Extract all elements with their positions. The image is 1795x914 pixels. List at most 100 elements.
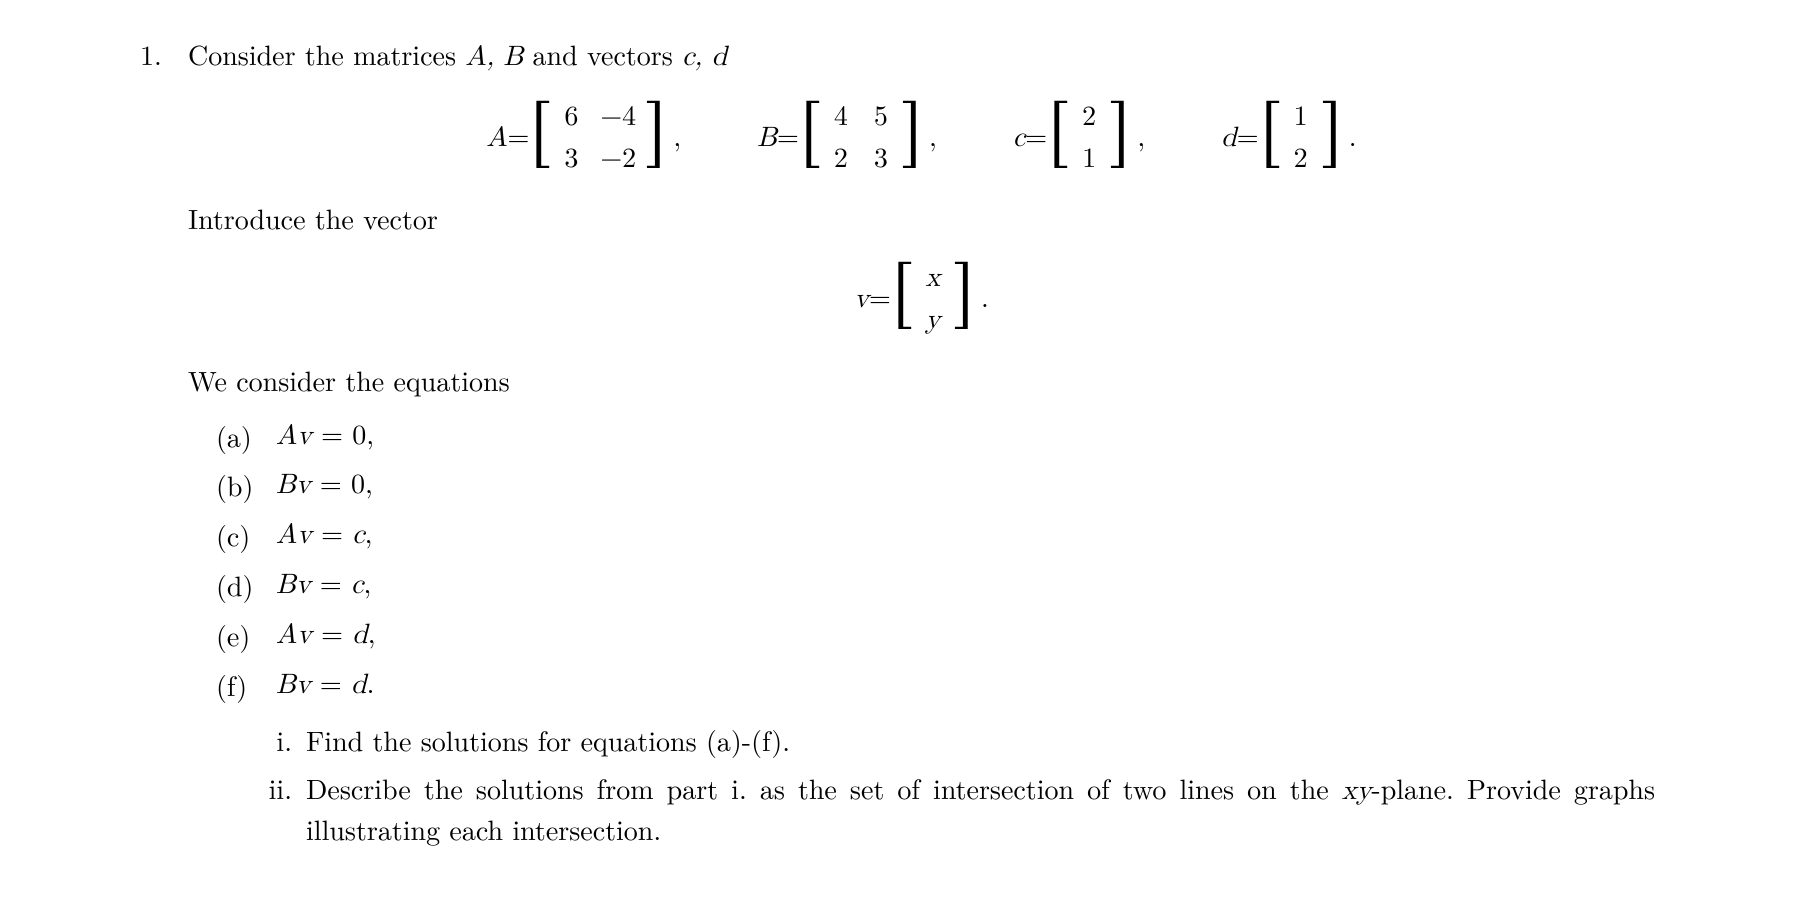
- bracket-right-icon: ]: [900, 115, 921, 158]
- bracket-left-icon: [: [531, 115, 552, 158]
- intro-mats: A, B: [465, 43, 523, 71]
- eq-f-lhs: Bv: [276, 671, 311, 699]
- eq-e-rhs: d: [352, 621, 368, 649]
- display-v: v = [ x y ] .: [188, 260, 1655, 340]
- eq-sign: =: [777, 120, 799, 158]
- display-matrices: A = [ 6 −4 3 −2 ] ,: [188, 99, 1655, 179]
- v-2: y: [922, 302, 944, 340]
- intro-mid: and vectors: [523, 34, 682, 74]
- eq-f-label: (f): [216, 667, 260, 705]
- matrix-A: [ 6 −4 3 −2 ]: [529, 99, 667, 179]
- comma: ,: [673, 120, 681, 158]
- bracket-right-icon: ]: [644, 115, 665, 158]
- eq-sign: =: [507, 120, 529, 158]
- intro-vecs: c, d: [682, 43, 727, 71]
- problem-number: 1.: [140, 36, 162, 74]
- bracket-right-icon: ]: [1320, 115, 1341, 158]
- eq-d-rhs: c: [351, 571, 363, 599]
- roman-i-text: Find the solutions for equations (a)-(f)…: [306, 722, 1655, 760]
- B-2-1: 2: [830, 141, 852, 179]
- B-2-2: 3: [870, 141, 892, 179]
- eq-sign: =: [869, 281, 891, 319]
- eq-sign: =: [312, 621, 352, 649]
- A-symbol: A: [486, 120, 507, 158]
- eq-b: (b) Bv = 0,: [216, 467, 1655, 505]
- eq-d: (d) Bv = c,: [216, 567, 1655, 605]
- vector-v-def: v = [ x y ] .: [854, 260, 989, 340]
- matrix-B: [ 4 5 2 3 ]: [799, 99, 923, 179]
- B-1-1: 4: [830, 99, 852, 137]
- bracket-left-icon: [: [1260, 115, 1281, 158]
- comma: ,: [929, 120, 937, 158]
- eq-b-lhs: Bv: [276, 471, 311, 499]
- A-1-2: −4: [600, 99, 636, 137]
- eq-sign: =: [1025, 120, 1047, 158]
- eq-c-label: (c): [216, 517, 260, 555]
- d-1: 1: [1290, 99, 1312, 137]
- eq-e-label: (e): [216, 617, 260, 655]
- matrix-A-def: A = [ 6 −4 3 −2 ] ,: [486, 99, 681, 179]
- xy-plane: xy: [1342, 777, 1372, 805]
- eq-f: (f) Bv = d.: [216, 667, 1655, 705]
- eq-b-rhs: 0: [351, 471, 365, 499]
- eq-e: (e) Av = d,: [216, 617, 1655, 655]
- intro-line: Consider the matrices A, B and vectors c…: [188, 36, 1655, 77]
- eq-e-lhs: Av: [276, 621, 312, 649]
- eq-a-rhs: 0: [352, 422, 366, 450]
- matrix-B-def: B = [ 4 5 2 3 ] ,: [757, 99, 937, 179]
- roman-ii: ii. Describe the solutions from part i. …: [258, 770, 1655, 849]
- eq-b-tail: ,: [365, 471, 373, 499]
- eq-a: (a) Av = 0,: [216, 418, 1655, 456]
- eq-sign: =: [311, 671, 351, 699]
- eq-c-lhs: Av: [276, 521, 312, 549]
- bracket-right-icon: ]: [952, 276, 973, 319]
- period: .: [981, 281, 989, 319]
- v-1: x: [922, 260, 944, 298]
- c-1: 2: [1078, 99, 1100, 137]
- eq-f-rhs: d: [351, 671, 367, 699]
- d-2: 2: [1290, 141, 1312, 179]
- eq-sign: =: [311, 471, 351, 499]
- page: 1. Consider the matrices A, B and vector…: [0, 0, 1795, 879]
- vector-c: [ 2 1 ]: [1047, 99, 1131, 179]
- roman-i-label: i.: [258, 722, 292, 760]
- bracket-left-icon: [: [1049, 115, 1070, 158]
- problem-1: 1. Consider the matrices A, B and vector…: [140, 36, 1655, 849]
- eq-c-rhs: c: [352, 521, 364, 549]
- eq-e-tail: ,: [368, 621, 376, 649]
- eq-c-tail: ,: [365, 521, 373, 549]
- roman-ii-label: ii.: [258, 770, 292, 849]
- eq-c: (c) Av = c,: [216, 517, 1655, 555]
- eq-d-lhs: Bv: [276, 571, 311, 599]
- A-2-2: −2: [600, 141, 636, 179]
- c-2: 1: [1078, 141, 1100, 179]
- v-symbol: v: [854, 281, 869, 319]
- c-symbol: c: [1013, 120, 1025, 158]
- d-symbol: d: [1221, 120, 1237, 158]
- vector-d: [ 1 2 ]: [1259, 99, 1343, 179]
- A-2-1: 3: [560, 141, 582, 179]
- bracket-right-icon: ]: [1108, 115, 1129, 158]
- eq-d-label: (d): [216, 567, 260, 605]
- intro-pre: Consider the matrices: [188, 34, 465, 74]
- period: .: [1349, 120, 1357, 158]
- eq-b-label: (b): [216, 467, 260, 505]
- comma: ,: [1137, 120, 1145, 158]
- eq-sign: =: [312, 422, 352, 450]
- roman-ii-text: Describe the solutions from part i. as t…: [306, 770, 1655, 849]
- bracket-left-icon: [: [801, 115, 822, 158]
- eq-sign: =: [1237, 120, 1259, 158]
- B-1-2: 5: [870, 99, 892, 137]
- A-1-1: 6: [560, 99, 582, 137]
- intro3: We consider the equations: [188, 362, 1655, 400]
- vector-v: [ x y ]: [891, 260, 975, 340]
- eq-sign: =: [312, 521, 352, 549]
- bracket-left-icon: [: [893, 276, 914, 319]
- vector-d-def: d = [ 1 2 ] .: [1221, 99, 1356, 179]
- eq-f-tail: .: [367, 671, 375, 699]
- vector-c-def: c = [ 2 1 ] ,: [1013, 99, 1145, 179]
- eq-a-label: (a): [216, 418, 260, 456]
- eq-sign: =: [311, 571, 351, 599]
- intro2: Introduce the vector: [188, 200, 1655, 238]
- B-symbol: B: [757, 120, 777, 158]
